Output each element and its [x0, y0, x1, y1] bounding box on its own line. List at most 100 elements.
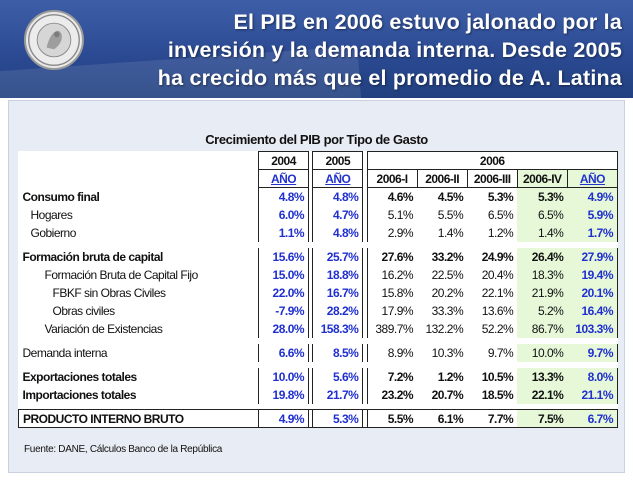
value-cell: -7.9% — [257, 301, 310, 320]
value-cell: 7.2% — [366, 367, 418, 386]
row-label: FBKF sin Obras Civiles — [52, 285, 167, 300]
value-cell: 1.4% — [517, 223, 568, 242]
value-cell: 8.5% — [312, 343, 364, 362]
table-row: Exportaciones totales 10.0% 5.6% 7.2% 1.2% 10… — [19, 367, 619, 386]
slide-title: El PIB en 2006 estuvo jalonado por la in… — [92, 8, 622, 92]
banco-republica-seal-icon — [24, 10, 84, 70]
value-cell: 21.1% — [567, 385, 619, 404]
value-cell: 28.0% — [257, 319, 310, 338]
title-line-1: El PIB en 2006 estuvo jalonado por la — [233, 10, 622, 34]
value-cell: 10.5% — [481, 369, 514, 384]
value-cell: 5.2% — [517, 301, 568, 320]
value-cell: 103.3% — [567, 319, 619, 338]
row-label: Importaciones totales — [22, 387, 137, 402]
table-row: Hogares 6.0% 4.7% 5.1% 5.5% 6.5% 6.5% 5.9% — [19, 205, 619, 224]
value-cell: 4.6% — [366, 187, 418, 206]
table-row: Obras civiles -7.9% 28.2% 17.9% 33.3% 13.6% 5.… — [19, 301, 619, 320]
value-cell: 2.9% — [366, 223, 418, 242]
value-cell: 6.1% — [417, 409, 468, 428]
row-label: Formación bruta de capital — [22, 249, 164, 264]
header-blank — [19, 170, 259, 188]
value-cell: 33.3% — [431, 303, 464, 318]
gap — [362, 409, 367, 428]
table-row: PRODUCTO INTERNO BRUTO 4.9% 5.3% 5.5% 6.1% 7.… — [18, 409, 619, 428]
row-label: Hogares — [30, 207, 73, 222]
value-cell: 10.3% — [431, 345, 464, 360]
value-cell: 4.8% — [257, 187, 310, 206]
source-note: Fuente: DANE, Cálculos Banco de la Repúb… — [24, 444, 223, 455]
sub-header-2004-ano: AÑO — [257, 169, 310, 188]
year-header-2005: 2005 — [312, 151, 364, 170]
year-header-row: 2004 2005 2006 — [19, 151, 618, 170]
value-cell: 22.1% — [517, 385, 568, 404]
row-label: Variación de Existencias — [44, 321, 163, 336]
value-cell: 1.1% — [257, 223, 310, 242]
value-cell: 17.9% — [366, 301, 418, 320]
value-cell: 16.2% — [366, 265, 418, 284]
gdp-table-body: 2004 2005 2006 AÑO AÑO 2006-I 2006-II 2006-III 2… — [18, 151, 619, 428]
value-cell: 18.3% — [517, 265, 568, 284]
row-label: Demanda interna — [22, 345, 108, 360]
value-cell: 1.4% — [437, 225, 464, 240]
row-label: Obras civiles — [52, 303, 116, 318]
value-cell: 13.3% — [517, 367, 568, 386]
value-cell: 4.5% — [437, 189, 464, 204]
sub-header-row: AÑO AÑO 2006-I 2006-II 2006-III 2006-IV AÑO — [19, 169, 619, 188]
value-cell: 15.6% — [257, 247, 310, 266]
value-cell: 9.7% — [567, 343, 619, 362]
value-cell: 6.7% — [567, 409, 619, 428]
value-cell: 4.8% — [312, 187, 364, 206]
value-cell: 5.3% — [517, 187, 568, 206]
title-line-2: inversión y la demanda interna. Desde 20… — [167, 38, 622, 62]
value-cell: 4.9% — [567, 187, 619, 206]
value-cell: 16.4% — [567, 301, 619, 320]
sub-header-2006-iv: 2006-IV — [516, 169, 568, 188]
sub-header-2006-ano: AÑO — [566, 169, 619, 188]
title-line-3: ha crecido más que el promedio de A. Lat… — [157, 66, 622, 90]
value-cell: 9.7% — [487, 345, 514, 360]
value-cell: 5.5% — [366, 409, 418, 428]
value-cell: 4.8% — [312, 223, 364, 242]
value-cell: 8.9% — [366, 343, 418, 362]
value-cell: 52.2% — [481, 321, 514, 336]
value-cell: 19.8% — [257, 385, 310, 404]
value-cell: 22.5% — [431, 267, 464, 282]
value-cell: 21.9% — [517, 283, 568, 302]
value-cell: 22.0% — [257, 283, 310, 302]
value-cell: 6.5% — [517, 205, 568, 224]
value-cell: 27.9% — [567, 247, 619, 266]
value-cell: 24.9% — [481, 249, 514, 264]
value-cell: 15.8% — [366, 283, 418, 302]
value-cell: 6.0% — [257, 205, 310, 224]
row-label: PRODUCTO INTERNO BRUTO — [18, 409, 259, 428]
year-header-2004: 2004 — [257, 151, 310, 170]
gdp-table: 2004 2005 2006 AÑO AÑO 2006-I 2006-II 2006-III 2… — [18, 151, 619, 428]
table-title: Crecimiento del PIB por Tipo de Gasto — [205, 132, 428, 147]
value-cell: 5.5% — [437, 207, 464, 222]
sub-header-2006-iii: 2006-III — [466, 169, 518, 188]
row-label: Gobierno — [30, 225, 77, 240]
value-cell: 4.7% — [312, 205, 364, 224]
value-cell: 16.7% — [312, 283, 364, 302]
value-cell: 27.6% — [366, 247, 418, 266]
value-cell: 5.6% — [312, 367, 364, 386]
value-cell: 5.3% — [312, 409, 364, 428]
row-label: Consumo final — [22, 189, 100, 204]
sub-header-2005-ano: AÑO — [312, 169, 364, 188]
value-cell: 6.5% — [487, 207, 514, 222]
value-cell: 21.7% — [312, 385, 364, 404]
value-cell: 10.0% — [517, 343, 568, 362]
value-cell: 18.5% — [481, 387, 514, 402]
year-header-2006: 2006 — [366, 151, 618, 170]
value-cell: 13.6% — [481, 303, 514, 318]
header-blank — [19, 152, 259, 170]
value-cell: 5.1% — [366, 205, 418, 224]
value-cell: 19.4% — [567, 265, 619, 284]
sub-header-2006-i: 2006-I — [366, 169, 418, 188]
value-cell: 4.9% — [257, 409, 310, 428]
gap — [308, 409, 313, 428]
value-cell: 86.7% — [517, 319, 568, 338]
table-row: Variación de Existencias 28.0% 158.3% 389.7… — [19, 319, 619, 338]
value-cell: 10.0% — [257, 367, 310, 386]
value-cell: 28.2% — [312, 301, 364, 320]
